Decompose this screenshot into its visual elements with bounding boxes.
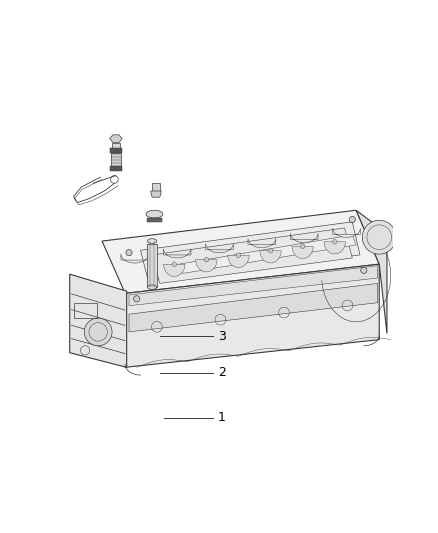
Polygon shape	[110, 135, 122, 142]
Circle shape	[134, 296, 140, 302]
Circle shape	[126, 249, 132, 256]
Polygon shape	[111, 152, 120, 166]
Polygon shape	[141, 222, 360, 281]
Polygon shape	[356, 210, 387, 334]
Circle shape	[362, 220, 396, 254]
Polygon shape	[163, 264, 185, 276]
Circle shape	[332, 239, 337, 244]
Polygon shape	[147, 218, 162, 222]
Circle shape	[349, 216, 355, 223]
Ellipse shape	[148, 239, 157, 244]
Polygon shape	[110, 148, 122, 152]
Circle shape	[236, 253, 241, 257]
Polygon shape	[129, 265, 378, 306]
Polygon shape	[152, 183, 160, 191]
Polygon shape	[292, 246, 314, 259]
Polygon shape	[248, 238, 276, 248]
Circle shape	[361, 267, 367, 273]
Text: 2: 2	[218, 366, 226, 379]
Ellipse shape	[148, 285, 157, 289]
Text: 1: 1	[218, 411, 226, 424]
Text: 3: 3	[218, 329, 226, 343]
Circle shape	[172, 262, 177, 266]
Polygon shape	[332, 228, 360, 237]
Polygon shape	[179, 235, 356, 273]
Polygon shape	[152, 228, 352, 284]
Circle shape	[300, 244, 305, 248]
Polygon shape	[228, 255, 249, 268]
Polygon shape	[290, 233, 318, 243]
Polygon shape	[110, 166, 122, 171]
Polygon shape	[112, 142, 120, 148]
Ellipse shape	[146, 210, 163, 218]
Polygon shape	[102, 210, 379, 294]
Polygon shape	[163, 249, 191, 258]
Polygon shape	[148, 244, 157, 287]
Circle shape	[268, 248, 273, 253]
Polygon shape	[129, 284, 378, 332]
Polygon shape	[324, 242, 346, 254]
Polygon shape	[205, 244, 233, 253]
Polygon shape	[260, 251, 281, 263]
Polygon shape	[121, 254, 148, 263]
Polygon shape	[151, 191, 161, 197]
Polygon shape	[70, 274, 127, 367]
Circle shape	[85, 318, 112, 346]
Bar	[74, 303, 97, 318]
Polygon shape	[196, 260, 217, 272]
Circle shape	[204, 257, 208, 262]
Polygon shape	[125, 264, 379, 367]
